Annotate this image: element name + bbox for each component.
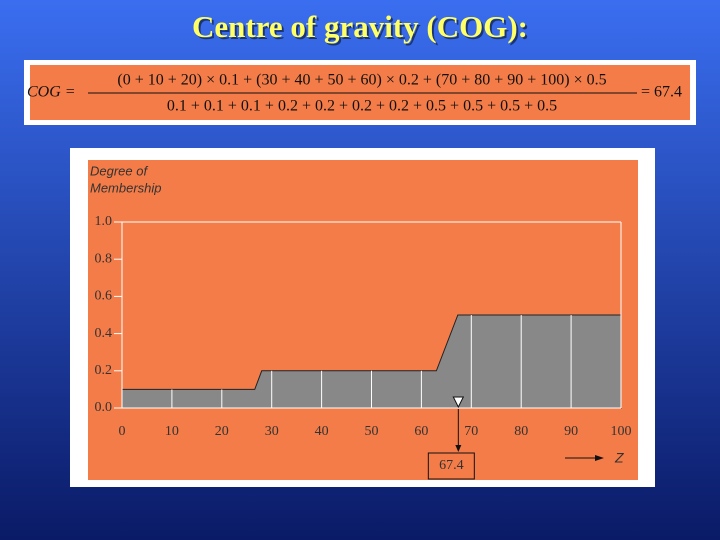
x-tick-label: 10 bbox=[165, 424, 179, 439]
x-tick-label: 0 bbox=[119, 424, 126, 439]
x-tick-label: 80 bbox=[514, 424, 528, 439]
y-tick-label: 0.0 bbox=[95, 400, 113, 415]
y-axis-label: Degree of bbox=[90, 163, 148, 178]
y-axis-label: Membership bbox=[90, 180, 162, 195]
x-tick-label: 90 bbox=[564, 424, 578, 439]
x-tick-label: 30 bbox=[265, 424, 279, 439]
formula-numerator: (0 + 10 + 20) × 0.1 + (30 + 40 + 50 + 60… bbox=[117, 72, 606, 89]
y-tick-label: 1.0 bbox=[95, 214, 113, 229]
formula-lhs: COG = bbox=[27, 84, 76, 101]
formula-denominator: 0.1 + 0.1 + 0.1 + 0.2 + 0.2 + 0.2 + 0.2 … bbox=[167, 98, 557, 115]
cog-box bbox=[427, 452, 475, 480]
x-axis-label: Z bbox=[614, 450, 624, 466]
x-tick-label: 40 bbox=[315, 424, 329, 439]
plot: 0.0 0.2 0.4 0.6 0.8 1.0 0 10 20 30 40 50 60 70 80 90 100… bbox=[95, 214, 632, 480]
title-shadow: Centre of gravity (COG): bbox=[194, 11, 530, 46]
cog-pointer-head bbox=[455, 445, 462, 452]
formula-result: = 67.4 bbox=[641, 84, 682, 101]
y-tick-label: 0.8 bbox=[95, 251, 113, 266]
title: Centre of gravity (COG): bbox=[192, 9, 528, 44]
cog-label: 67.4 bbox=[439, 458, 464, 473]
x-tick-label: 70 bbox=[464, 424, 478, 439]
x-tick-label: 50 bbox=[365, 424, 379, 439]
y-tick-label: 0.2 bbox=[95, 363, 113, 378]
x-tick-label: 20 bbox=[215, 424, 229, 439]
x-axis-arrowhead bbox=[595, 455, 604, 461]
y-tick-label: 0.4 bbox=[95, 326, 113, 341]
y-tick-label: 0.6 bbox=[95, 289, 113, 304]
cog-marker bbox=[452, 396, 465, 409]
x-tick-label: 60 bbox=[414, 424, 428, 439]
x-tick-label: 100 bbox=[611, 424, 632, 439]
